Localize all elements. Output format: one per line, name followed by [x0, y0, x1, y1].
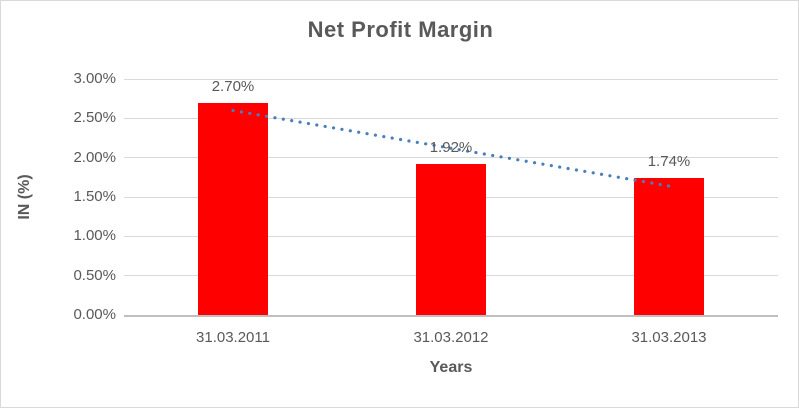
- bar: [198, 102, 268, 315]
- y-tick-label: 1.00%: [73, 227, 116, 245]
- x-tick-label: 31.03.2011: [196, 329, 270, 346]
- gridline: [124, 78, 778, 80]
- gridline: [124, 157, 778, 159]
- trendline: [231, 108, 671, 188]
- y-tick-label: 0.00%: [73, 306, 116, 323]
- y-tick-label: 2.00%: [73, 148, 116, 166]
- data-label: 1.92%: [429, 138, 473, 156]
- x-axis-title: Years: [429, 359, 473, 376]
- y-axis-title: IN (%): [16, 174, 33, 220]
- gridline: [124, 117, 778, 119]
- y-tick-label: 3.00%: [73, 70, 116, 87]
- chart-title: Net Profit Margin: [307, 17, 494, 42]
- bar: [634, 178, 704, 315]
- bar: [416, 163, 486, 315]
- plot-area: [124, 78, 778, 317]
- y-tick-label: 2.50%: [73, 109, 116, 127]
- data-label: 1.74%: [647, 153, 691, 171]
- data-label: 2.70%: [211, 77, 255, 95]
- y-tick-label: 0.50%: [73, 266, 116, 284]
- x-tick-label: 31.03.2013: [631, 329, 707, 346]
- x-tick-label: 31.03.2012: [413, 329, 489, 346]
- y-tick-label: 1.50%: [73, 188, 116, 205]
- trendline-path: [231, 108, 671, 188]
